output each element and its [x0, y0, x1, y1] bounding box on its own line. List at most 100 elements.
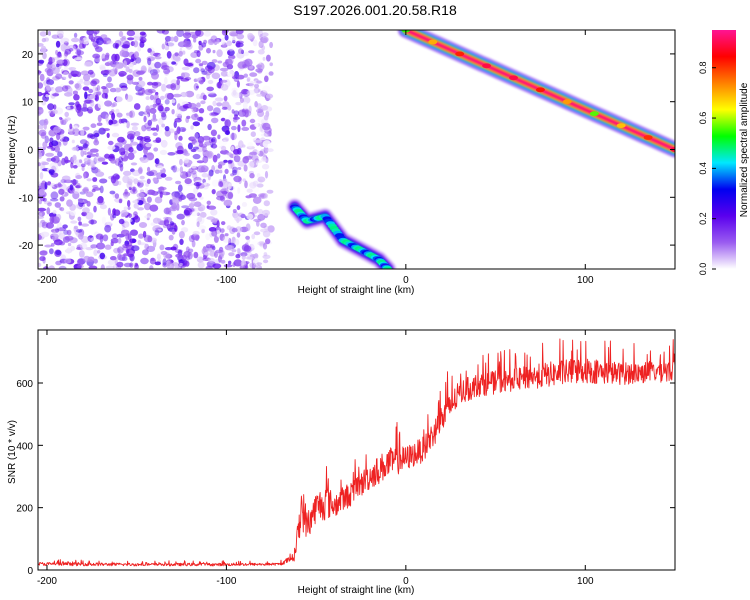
- noise-blob: [128, 147, 134, 153]
- noise-blob: [95, 168, 101, 173]
- noise-blob: [196, 160, 204, 164]
- noise-blob: [242, 89, 251, 98]
- noise-blob: [80, 163, 86, 168]
- noise-blob: [227, 245, 235, 251]
- noise-blob: [79, 37, 84, 45]
- noise-blob: [188, 197, 198, 202]
- noise-blob: [210, 143, 214, 148]
- noise-blob: [108, 140, 114, 146]
- noise-blob: [102, 128, 110, 132]
- noise-blob: [248, 50, 255, 54]
- noise-blob: [224, 168, 229, 174]
- noise-blob: [214, 97, 224, 102]
- x-tick-label: -100: [216, 275, 236, 286]
- noise-blob: [268, 71, 274, 76]
- noise-blob: [190, 164, 197, 169]
- noise-blob: [157, 186, 167, 191]
- noise-blob: [160, 251, 168, 255]
- noise-blob: [47, 181, 52, 186]
- noise-blob: [122, 191, 131, 197]
- noise-blob: [180, 78, 190, 82]
- noise-blob: [261, 163, 270, 170]
- noise-blob: [117, 253, 122, 261]
- noise-blob: [257, 89, 262, 93]
- noise-blob: [257, 213, 266, 221]
- noise-blob: [195, 30, 202, 37]
- noise-blob: [107, 145, 116, 150]
- noise-blob: [159, 109, 168, 114]
- noise-blob: [228, 252, 235, 257]
- noise-blob: [152, 228, 162, 232]
- noise-blob: [109, 87, 117, 93]
- noise-blob: [167, 152, 176, 156]
- noise-blob: [188, 168, 194, 173]
- noise-blob: [56, 213, 62, 221]
- noise-blob: [246, 188, 253, 193]
- noise-blob: [46, 207, 51, 215]
- noise-blob: [210, 112, 220, 116]
- noise-blob: [118, 198, 123, 204]
- noise-blob: [142, 249, 149, 256]
- noise-blob: [52, 209, 57, 215]
- snr-axes: -200 -100 0 100 0 200 400 600: [16, 330, 675, 587]
- noise-blob: [111, 132, 120, 138]
- noise-blob: [147, 88, 156, 94]
- noise-blob: [88, 219, 97, 225]
- noise-blob: [262, 56, 266, 61]
- noise-blob: [146, 126, 153, 132]
- noise-blob: [254, 121, 259, 128]
- noise-blob: [57, 151, 63, 158]
- noise-blob: [243, 73, 248, 78]
- noise-blob: [241, 88, 249, 95]
- noise-blob: [205, 244, 213, 249]
- x-tick-label: -200: [37, 576, 57, 587]
- noise-blob: [88, 88, 94, 94]
- noise-blob: [169, 206, 178, 212]
- noise-blob: [164, 216, 173, 223]
- noise-blob: [190, 125, 194, 130]
- noise-blob: [250, 220, 256, 226]
- noise-blob: [77, 216, 82, 222]
- noise-blob: [170, 36, 175, 42]
- noise-blob: [38, 43, 44, 47]
- noise-blob: [120, 229, 130, 236]
- noise-blob: [122, 175, 130, 184]
- noise-blob: [119, 50, 126, 57]
- noise-blob: [211, 72, 221, 80]
- noise-blob: [191, 240, 196, 248]
- noise-blob: [79, 159, 83, 164]
- noise-blob: [146, 245, 156, 252]
- colorbar-tick-label: 0.8: [698, 61, 708, 74]
- noise-blob: [211, 138, 216, 143]
- noise-blob: [151, 81, 159, 86]
- noise-blob: [231, 227, 238, 233]
- noise-blob: [89, 94, 96, 100]
- noise-blob: [263, 252, 268, 257]
- noise-blob: [249, 173, 255, 179]
- noise-blob: [126, 30, 136, 37]
- noise-blob: [193, 37, 197, 43]
- noise-blob: [170, 99, 176, 104]
- noise-blob: [114, 209, 119, 215]
- noise-blob: [232, 209, 237, 213]
- colorbar-strip: [712, 30, 736, 269]
- noise-blob: [231, 87, 238, 94]
- spectrogram-ylabel: Frequency (Hz): [7, 116, 18, 185]
- noise-blob: [46, 83, 52, 91]
- noise-blob: [52, 226, 60, 230]
- noise-blob: [164, 99, 170, 105]
- noise-blob: [201, 42, 207, 48]
- noise-blob: [269, 62, 274, 67]
- noise-blob: [83, 99, 93, 104]
- noise-blob: [64, 48, 72, 55]
- noise-blob: [257, 115, 266, 123]
- noise-blob: [154, 261, 161, 266]
- noise-blob: [129, 111, 133, 118]
- noise-blob: [179, 166, 184, 174]
- noise-blob: [186, 115, 191, 119]
- noise-blob: [149, 204, 159, 212]
- noise-blob: [123, 60, 127, 68]
- noise-blob: [130, 229, 138, 236]
- noise-blob: [161, 123, 166, 128]
